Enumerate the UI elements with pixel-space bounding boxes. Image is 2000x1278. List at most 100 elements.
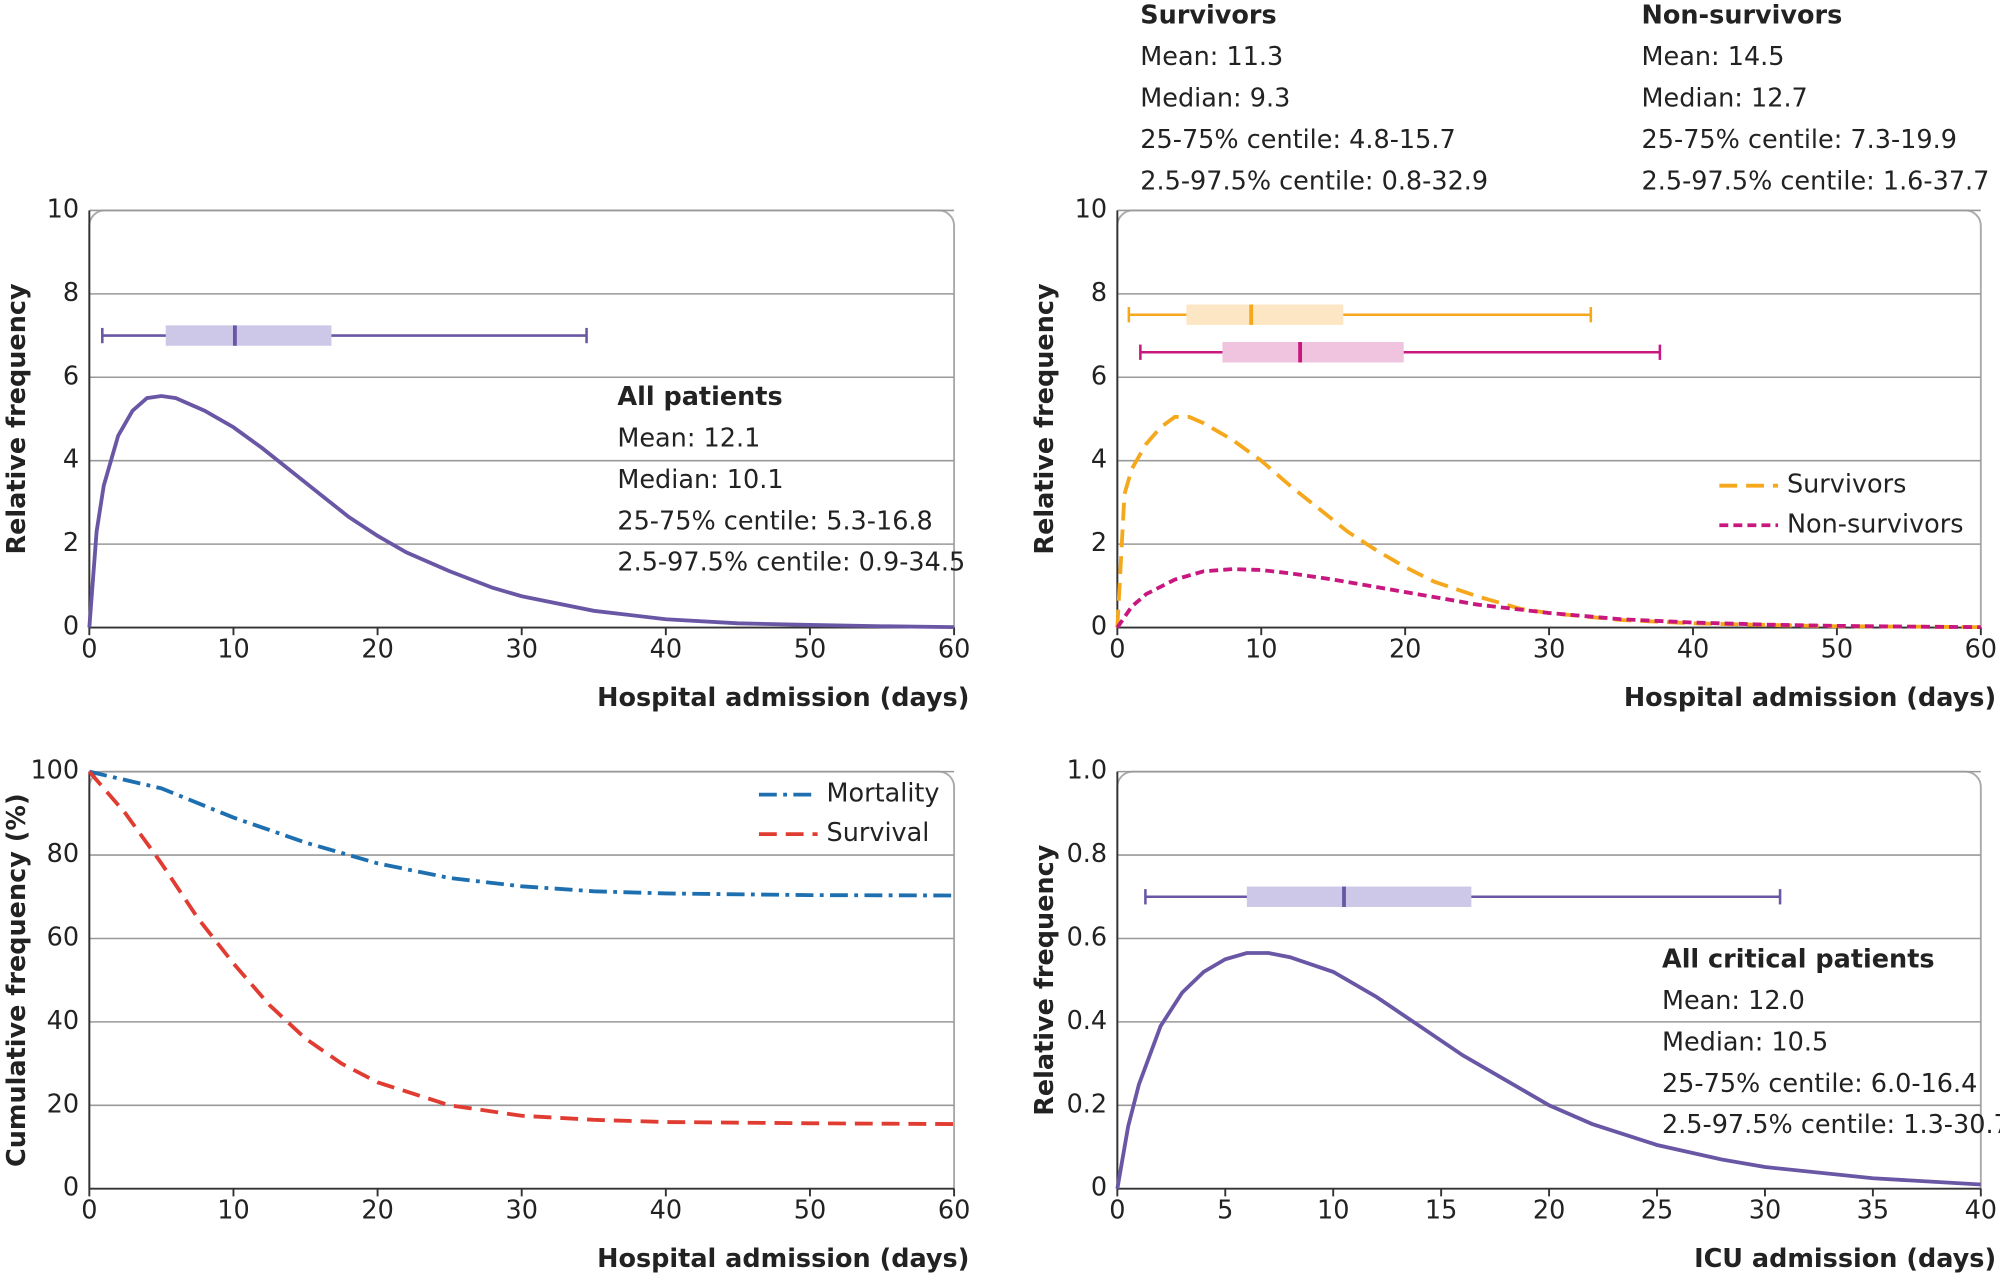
annotation-line: Mean: 14.5 xyxy=(1642,42,1785,72)
x-tick-label: 20 xyxy=(361,1196,393,1226)
y-axis-label: Cumulative frequency (%) xyxy=(2,793,32,1167)
frame-mask xyxy=(86,628,957,647)
y-axis-label: Relative frequency xyxy=(1030,283,1060,555)
x-tick-label: 40 xyxy=(650,1196,682,1226)
annotation-line: Mean: 12.1 xyxy=(617,423,760,453)
y-axis-label: Relative frequency xyxy=(2,283,32,555)
y-tick-label: 10 xyxy=(47,194,79,224)
frame-mask xyxy=(1114,628,1984,647)
annotation-title: All critical patients xyxy=(1662,944,1935,974)
x-tick-label: 10 xyxy=(217,1196,249,1226)
series-line xyxy=(87,770,955,1126)
y-tick-label: 0.4 xyxy=(1067,1006,1108,1036)
x-tick-label: 50 xyxy=(1821,634,1853,664)
x-tick-label: 50 xyxy=(794,634,826,664)
annotation-line: Median: 9.3 xyxy=(1140,83,1290,113)
plot-frame xyxy=(88,209,956,644)
plot-frame xyxy=(1116,209,1982,644)
y-tick-label: 10 xyxy=(1075,194,1107,224)
plot-frame xyxy=(88,770,956,1205)
x-tick-label: 20 xyxy=(1533,1196,1565,1226)
x-tick-label: 30 xyxy=(1533,634,1565,664)
y-tick-label: 0 xyxy=(1091,612,1107,642)
annotation-line: Mean: 11.3 xyxy=(1140,42,1283,72)
x-tick-label: 60 xyxy=(938,634,970,664)
y-tick-label: 6 xyxy=(63,361,79,391)
x-tick-label: 15 xyxy=(1425,1196,1457,1226)
annotation-line: 25-75% centile: 7.3-19.9 xyxy=(1642,125,1957,155)
x-tick-label: 40 xyxy=(1677,634,1709,664)
box xyxy=(1222,342,1404,363)
annotation-line: Median: 12.7 xyxy=(1642,83,1808,113)
x-tick-label: 30 xyxy=(505,634,537,664)
frame-mask xyxy=(86,1189,957,1208)
x-tick-label: 30 xyxy=(1749,1196,1781,1226)
x-tick-label: 20 xyxy=(1389,634,1421,664)
box xyxy=(1186,304,1344,325)
x-tick-label: 25 xyxy=(1641,1196,1673,1226)
series-line xyxy=(1115,567,1981,630)
annotation-line: Mean: 12.0 xyxy=(1662,986,1805,1016)
x-tick-label: 60 xyxy=(1965,634,1997,664)
y-tick-label: 2 xyxy=(63,528,79,558)
legend-label: Survival xyxy=(827,818,930,848)
annotation-line: 2.5-97.5% centile: 1.3-30.7 xyxy=(1662,1110,2000,1140)
x-tick-label: 0 xyxy=(1109,1196,1125,1226)
x-axis-label: ICU admission (days) xyxy=(1694,1244,1996,1274)
y-tick-label: 0 xyxy=(1091,1173,1107,1203)
x-axis-label: Hospital admission (days) xyxy=(597,1244,969,1274)
x-axis-label: Hospital admission (days) xyxy=(1624,683,1996,713)
x-tick-label: 5 xyxy=(1217,1196,1233,1226)
y-tick-label: 6 xyxy=(1091,361,1107,391)
x-tick-label: 10 xyxy=(1245,634,1277,664)
annotation-line: 25-75% centile: 5.3-16.8 xyxy=(617,506,932,536)
y-tick-label: 40 xyxy=(47,1006,79,1036)
y-tick-label: 0.8 xyxy=(1067,839,1108,869)
x-tick-label: 0 xyxy=(81,1196,97,1226)
x-tick-label: 10 xyxy=(1317,1196,1349,1226)
frame-mask xyxy=(1114,1189,1984,1208)
y-tick-label: 100 xyxy=(30,756,79,786)
y-tick-label: 0.6 xyxy=(1067,922,1108,952)
y-tick-label: 0.2 xyxy=(1067,1089,1108,1119)
legend-label: Mortality xyxy=(827,779,940,809)
annotation-line: 2.5-97.5% centile: 0.9-34.5 xyxy=(617,548,965,578)
x-tick-label: 50 xyxy=(794,1196,826,1226)
y-tick-label: 0 xyxy=(63,1173,79,1203)
y-tick-label: 1.0 xyxy=(1067,756,1108,786)
y-tick-label: 4 xyxy=(1091,445,1107,475)
annotation-line: Median: 10.1 xyxy=(617,465,783,495)
series-line xyxy=(88,769,955,898)
y-tick-label: 80 xyxy=(47,839,79,869)
annotation-line: 25-75% centile: 4.8-15.7 xyxy=(1140,125,1455,155)
legend-label: Non-survivors xyxy=(1787,509,1964,539)
annotation-line: 2.5-97.5% centile: 0.8-32.9 xyxy=(1140,166,1488,196)
x-tick-label: 0 xyxy=(81,634,97,664)
y-tick-label: 0 xyxy=(63,612,79,642)
x-tick-label: 40 xyxy=(1965,1196,1997,1226)
box xyxy=(1246,886,1472,907)
y-tick-label: 8 xyxy=(1091,278,1107,308)
series-line xyxy=(87,394,955,630)
y-tick-label: 4 xyxy=(63,445,79,475)
x-tick-label: 40 xyxy=(650,634,682,664)
x-tick-label: 30 xyxy=(505,1196,537,1226)
y-tick-label: 20 xyxy=(47,1089,79,1119)
annotation-title: Survivors xyxy=(1140,1,1276,31)
x-axis-label: Hospital admission (days) xyxy=(597,683,969,713)
legend-label: Survivors xyxy=(1787,470,1906,500)
annotation-line: 2.5-97.5% centile: 1.6-37.7 xyxy=(1642,166,1990,196)
x-tick-label: 10 xyxy=(217,634,249,664)
y-axis-label: Relative frequency xyxy=(1030,844,1060,1116)
x-tick-label: 60 xyxy=(938,1196,970,1226)
y-tick-label: 2 xyxy=(1091,528,1107,558)
y-tick-label: 8 xyxy=(63,278,79,308)
y-tick-label: 60 xyxy=(47,922,79,952)
series-line xyxy=(1115,415,1981,630)
x-tick-label: 35 xyxy=(1857,1196,1889,1226)
annotation-title: All patients xyxy=(617,382,782,412)
annotation-line: 25-75% centile: 6.0-16.4 xyxy=(1662,1069,1977,1099)
annotation-line: Median: 10.5 xyxy=(1662,1027,1828,1057)
